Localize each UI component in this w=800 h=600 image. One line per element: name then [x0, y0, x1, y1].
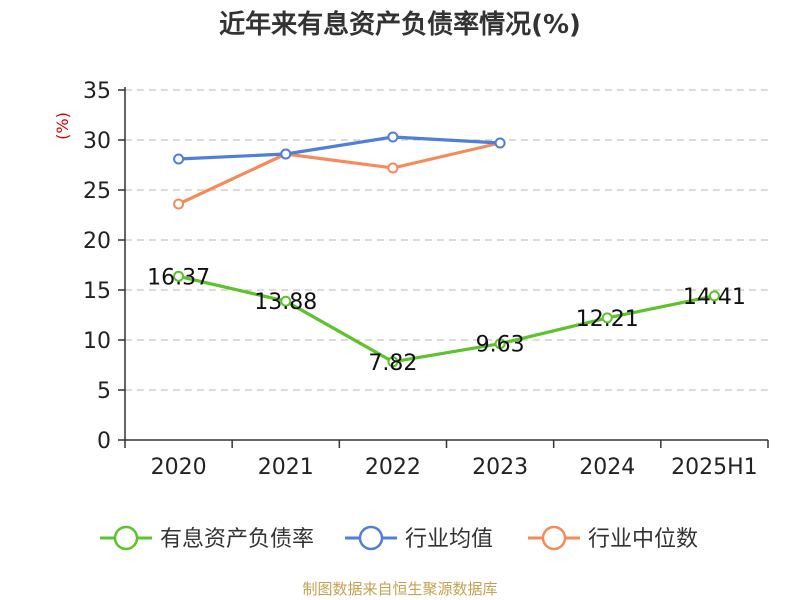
- data-label: 9.63: [476, 333, 525, 358]
- data-point: [173, 153, 185, 165]
- series-layer: [173, 131, 720, 368]
- y-axis-unit-label: (%): [53, 112, 72, 140]
- x-tick-label: 2023: [472, 455, 528, 480]
- x-tick-label: 2025H1: [671, 455, 758, 480]
- data-label: 14.41: [683, 285, 746, 310]
- data-label: 16.37: [147, 265, 210, 290]
- source-note: 制图数据来自恒生聚源数据库: [302, 580, 497, 598]
- y-tick-label: 20: [83, 229, 111, 254]
- data-point: [708, 290, 720, 302]
- data-label: 12.21: [576, 307, 639, 332]
- x-tick-label: 2022: [365, 455, 421, 480]
- legend-marker: [113, 525, 139, 551]
- data-label: 7.82: [368, 351, 417, 376]
- y-tick-label: 25: [83, 179, 111, 204]
- data-point: [601, 312, 613, 324]
- y-tick-label: 15: [83, 279, 111, 304]
- data-point: [387, 162, 399, 174]
- data-point: [280, 148, 292, 160]
- series-line: [178, 135, 501, 161]
- data-point: [173, 198, 185, 210]
- grid-lines: [125, 89, 768, 391]
- series-line: [177, 141, 501, 206]
- axes: 0 5 10 15 20 25 30 35 2020 2021 2022 2023 2024 2025H1: [83, 79, 769, 480]
- y-tick-label: 10: [83, 329, 111, 354]
- chart-title: 近年来有息资产负债率情况(%): [219, 9, 581, 40]
- data-point: [494, 137, 506, 149]
- y-tick-label: 0: [97, 429, 111, 454]
- legend-label: 行业中位数: [588, 527, 698, 552]
- legend-label: 有息资产负债率: [160, 527, 314, 552]
- data-point: [280, 295, 292, 307]
- data-point: [387, 356, 399, 368]
- x-tick-label: 2021: [258, 455, 314, 480]
- legend-label: 行业均值: [405, 527, 493, 552]
- legend: 有息资产负债率 行业均值 行业中位数: [100, 525, 698, 552]
- data-point: [173, 270, 185, 282]
- legend-marker: [358, 525, 384, 551]
- data-point: [494, 338, 506, 350]
- legend-marker: [541, 525, 567, 551]
- series-line: [178, 274, 715, 364]
- x-tick-label: 2024: [579, 455, 635, 480]
- data-label: 13.88: [254, 290, 317, 315]
- data-point: [387, 131, 399, 143]
- y-tick-label: 35: [83, 79, 111, 104]
- data-labels: 16.37 13.88 7.82 9.63 12.21 14.41: [147, 265, 746, 376]
- y-tick-label: 30: [83, 129, 111, 154]
- y-tick-label: 5: [97, 379, 111, 404]
- x-tick-label: 2020: [151, 455, 207, 480]
